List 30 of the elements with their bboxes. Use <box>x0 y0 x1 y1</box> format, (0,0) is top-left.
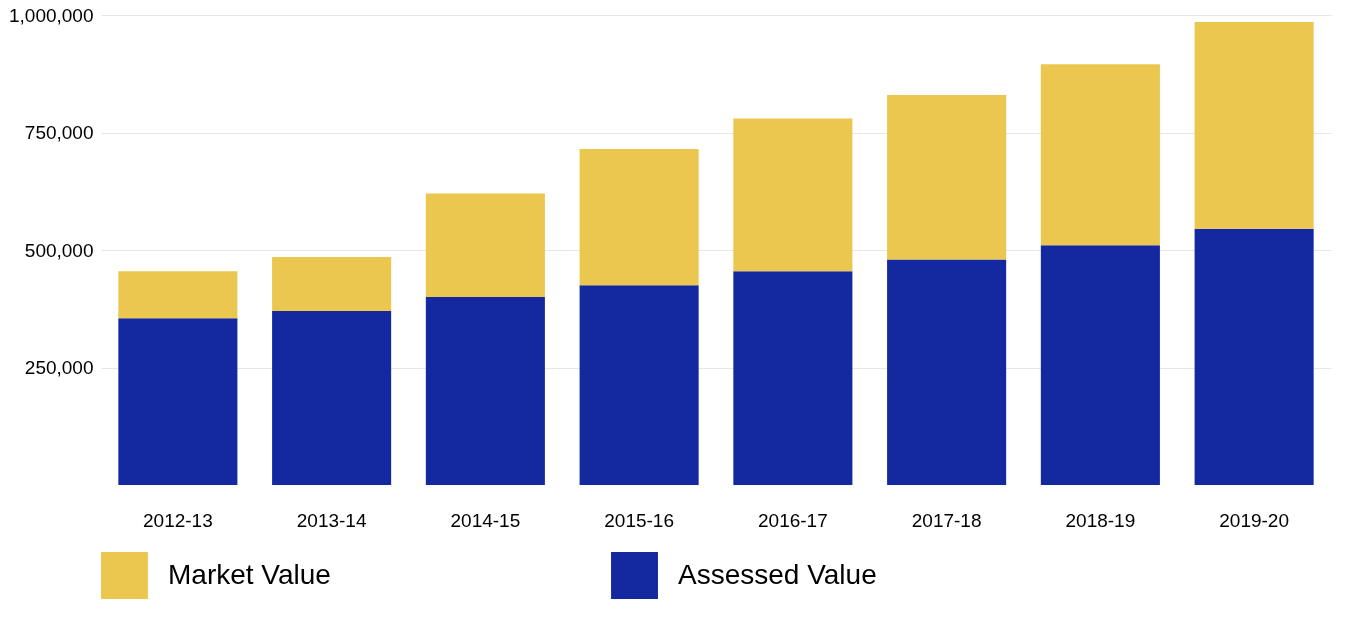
bar <box>425 193 545 297</box>
bar <box>887 259 1007 485</box>
x-tick-label: 2013-14 <box>296 509 367 531</box>
bar <box>272 257 392 312</box>
bar <box>579 285 699 485</box>
legend-label: Assessed Value <box>678 558 877 590</box>
bar <box>1194 228 1314 485</box>
bar <box>118 271 238 319</box>
y-tick-label: 1,000,000 <box>8 4 94 26</box>
bar <box>733 271 853 485</box>
bar <box>579 148 699 286</box>
bar <box>1194 22 1314 229</box>
x-tick-label: 2017-18 <box>911 509 982 531</box>
x-tick-label: 2019-20 <box>1219 509 1289 531</box>
legend-label: Market Value <box>168 558 331 590</box>
x-tick-label: 2016-17 <box>758 509 828 531</box>
bar <box>118 318 238 485</box>
bar <box>425 297 545 485</box>
y-tick-label: 750,000 <box>24 122 94 143</box>
y-tick-label: 500,000 <box>24 239 94 261</box>
x-tick-label: 2012-13 <box>143 509 213 531</box>
bar <box>1040 245 1160 485</box>
x-tick-label: 2014-15 <box>450 509 521 531</box>
bar <box>733 118 853 272</box>
bar <box>272 311 392 485</box>
x-tick-label: 2018-19 <box>1065 509 1136 531</box>
bar <box>887 94 1007 260</box>
x-tick-label: 2015-16 <box>604 509 674 531</box>
bar <box>1040 64 1160 246</box>
y-tick-label: 250,000 <box>24 357 94 378</box>
